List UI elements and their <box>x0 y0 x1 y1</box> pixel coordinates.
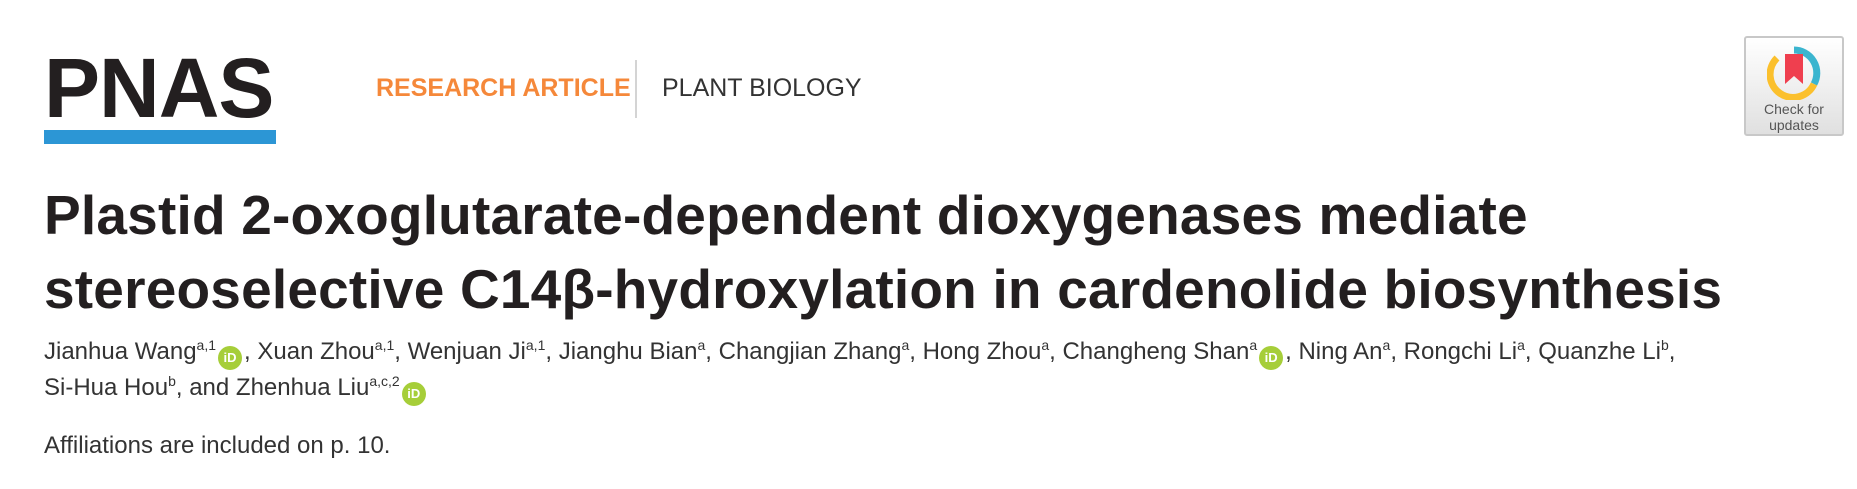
check-updates-line2: updates <box>1769 117 1819 133</box>
check-updates-line1: Check for <box>1764 101 1824 117</box>
author-affiliation-marker[interactable]: a,1 <box>525 337 546 353</box>
author-name[interactable]: Hong Zhou <box>922 338 1042 365</box>
crossmark-icon <box>1767 46 1821 100</box>
author-separator: , <box>705 338 719 365</box>
author-separator: , <box>1049 338 1063 365</box>
author-separator: , <box>545 338 559 365</box>
author-name[interactable]: Zhenhua Liu <box>235 374 370 401</box>
orcid-icon[interactable]: iD <box>401 382 426 406</box>
author-name[interactable]: Si-Hua Hou <box>44 374 169 401</box>
author-name[interactable]: Changjian Zhang <box>718 338 902 365</box>
author-separator: , <box>1390 338 1404 365</box>
author-affiliation-marker[interactable]: b <box>168 373 176 389</box>
title-line-2: stereoselective C14β-hydroxylation in ca… <box>44 258 1723 320</box>
author-name[interactable]: Jianghu Bian <box>558 338 698 365</box>
check-for-updates-button[interactable]: Check for updates <box>1744 36 1844 136</box>
orcid-icon[interactable]: iD <box>218 346 243 370</box>
author-line-1: Jianhua Wanga,1iD, Xuan Zhoua,1, Wenjuan… <box>44 334 1675 370</box>
author-affiliation-marker[interactable]: a <box>1041 337 1050 353</box>
title-line-1: Plastid 2-oxoglutarate-dependent dioxyge… <box>44 184 1528 246</box>
author-affiliation-marker[interactable]: a,1 <box>196 337 217 353</box>
author-separator: , <box>1668 338 1676 365</box>
author-name[interactable]: Jianhua Wang <box>44 338 197 365</box>
author-name[interactable]: Quanzhe Li <box>1538 338 1661 365</box>
author-separator: , <box>1524 338 1539 365</box>
pnas-logo[interactable]: PNAS <box>44 41 276 144</box>
author-line-2: Si-Hua Houb, and Zhenhua Liua,c,2iD <box>44 370 1675 406</box>
author-affiliation-marker[interactable]: a <box>697 337 706 353</box>
author-name[interactable]: Ning An <box>1298 338 1383 365</box>
author-affiliation-marker[interactable]: b <box>1660 337 1669 353</box>
author-separator: , <box>909 338 923 365</box>
orcid-icon[interactable]: iD <box>1259 346 1284 370</box>
author-affiliation-marker[interactable]: a <box>901 337 910 353</box>
author-separator: , <box>394 338 408 365</box>
author-list: Jianhua Wanga,1iD, Xuan Zhoua,1, Wenjuan… <box>44 334 1675 406</box>
author-separator: , <box>1285 338 1299 365</box>
author-name[interactable]: Rongchi Li <box>1403 338 1518 365</box>
author-affiliation-marker[interactable]: a,c,2 <box>369 373 400 389</box>
author-separator: , and <box>175 374 236 401</box>
author-name[interactable]: Changheng Shan <box>1062 338 1250 365</box>
author-affiliation-marker[interactable]: a <box>1382 337 1391 353</box>
author-separator: , <box>244 338 258 365</box>
author-affiliation-marker[interactable]: a <box>1517 337 1525 353</box>
logo-text: PNAS <box>44 41 274 135</box>
article-subject[interactable]: PLANT BIOLOGY <box>662 74 862 102</box>
article-title: Plastid 2-oxoglutarate-dependent dioxyge… <box>44 178 1722 326</box>
author-name[interactable]: Xuan Zhou <box>257 338 375 365</box>
article-type[interactable]: RESEARCH ARTICLE <box>376 74 631 102</box>
divider <box>635 60 637 118</box>
author-name[interactable]: Wenjuan Ji <box>407 338 526 365</box>
author-affiliation-marker[interactable]: a,1 <box>374 337 395 353</box>
author-affiliation-marker[interactable]: a <box>1249 337 1258 353</box>
affiliations-note: Affiliations are included on p. 10. <box>44 432 391 459</box>
logo-bar <box>44 130 276 144</box>
